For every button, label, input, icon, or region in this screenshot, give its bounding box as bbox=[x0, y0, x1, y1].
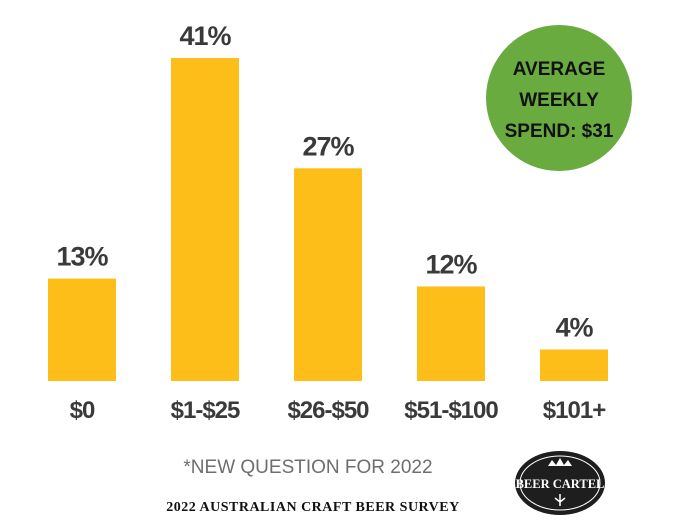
value-labels-group: 13% 41% 27% 12% 4% bbox=[56, 21, 594, 342]
bar-3 bbox=[417, 286, 485, 381]
logo-badge-icon bbox=[515, 451, 605, 515]
bar-0 bbox=[48, 278, 116, 381]
category-label-2: $26-$50 bbox=[287, 397, 369, 424]
bar-4 bbox=[540, 349, 608, 381]
callout-line-3: SPEND: $31 bbox=[505, 121, 614, 142]
bar-2 bbox=[294, 168, 362, 381]
logo-wheat-icon bbox=[554, 494, 566, 506]
value-label-0: 13% bbox=[56, 242, 108, 272]
category-labels-group: $0 $1-$25 $26-$50 $51-$100 $101+ bbox=[70, 397, 608, 424]
value-label-4: 4% bbox=[555, 312, 593, 342]
beer-cartel-logo: BEER CARTEL bbox=[515, 451, 605, 515]
value-label-2: 27% bbox=[302, 131, 354, 161]
average-spend-callout: AVERAGE WEEKLY SPEND: $31 bbox=[486, 25, 632, 171]
logo-inner-ring bbox=[519, 455, 601, 511]
value-label-3: 12% bbox=[425, 249, 477, 279]
footnote: *NEW QUESTION FOR 2022 bbox=[183, 457, 432, 478]
logo-text: BEER CARTEL bbox=[516, 477, 605, 491]
category-label-3: $51-$100 bbox=[404, 397, 498, 424]
category-label-1: $1-$25 bbox=[171, 397, 240, 424]
callout-line-2: WEEKLY bbox=[519, 90, 599, 111]
category-label-0: $0 bbox=[70, 397, 95, 424]
bar-1 bbox=[171, 58, 239, 381]
category-label-4: $101+ bbox=[543, 397, 606, 424]
logo-crown-icon bbox=[548, 458, 572, 466]
average-spend-circle bbox=[486, 25, 632, 171]
bars-group bbox=[48, 58, 608, 381]
callout-line-1: AVERAGE bbox=[513, 59, 606, 80]
value-label-1: 41% bbox=[179, 21, 231, 51]
survey-title: 2022 AUSTRALIAN CRAFT BEER SURVEY bbox=[166, 500, 459, 515]
